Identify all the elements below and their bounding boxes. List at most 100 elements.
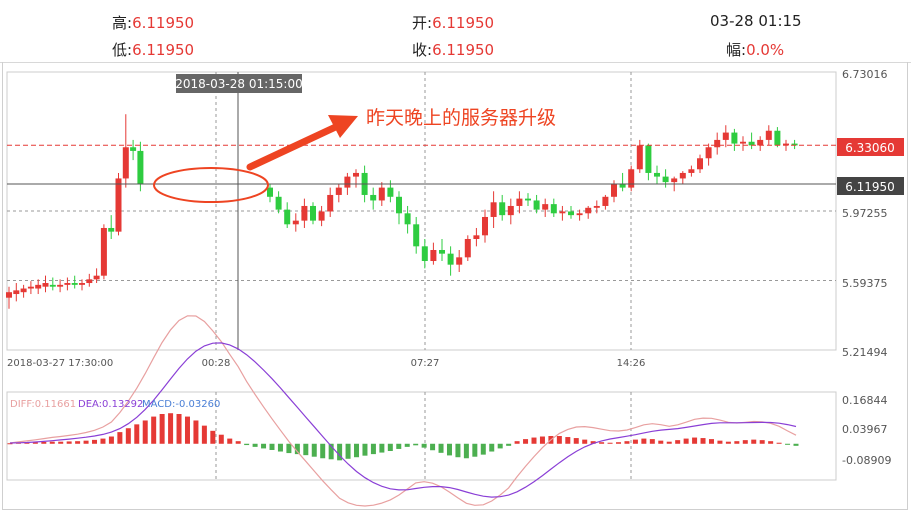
macd-bar <box>641 438 647 444</box>
macd-diff-label: DIFF:0.11661 <box>10 399 76 410</box>
candle-body <box>100 227 107 276</box>
macd-bar <box>269 443 275 450</box>
low-price: 低:6.11950 <box>112 41 195 59</box>
macd-bar <box>83 440 89 444</box>
macd-bar <box>514 441 520 444</box>
candle-body <box>137 150 144 184</box>
candle-body <box>542 204 549 210</box>
macd-bar <box>480 443 486 455</box>
macd-bar <box>666 441 672 444</box>
candle-body <box>327 194 334 212</box>
macd-bar <box>142 420 148 444</box>
macd-bar <box>649 439 655 444</box>
macd-bar <box>624 441 630 444</box>
macd-bar <box>455 443 461 458</box>
macd-bar <box>742 440 748 444</box>
candle-body <box>335 187 342 195</box>
candle-body <box>115 178 122 232</box>
macd-value-label: MACD:-0.03260 <box>142 399 220 410</box>
macd-bar <box>328 443 334 460</box>
candle-body <box>353 172 359 177</box>
candle-body <box>473 235 480 239</box>
candle-body <box>516 198 523 206</box>
candle-body <box>267 187 273 197</box>
candle-body <box>378 187 385 201</box>
macd-bar <box>776 442 782 444</box>
candle-body <box>550 204 557 214</box>
macd-bar <box>717 440 723 444</box>
candle-body <box>344 176 351 188</box>
macd-bar <box>793 443 799 446</box>
candle-body <box>464 238 471 258</box>
candle-body <box>791 143 798 146</box>
candle-body <box>6 292 12 298</box>
candle-body <box>748 141 755 146</box>
macd-bar <box>362 443 368 456</box>
macd-bar <box>700 438 706 444</box>
macd-bar <box>49 441 55 444</box>
x-tick-label: 2018-03-27 17:30:00 <box>7 358 113 369</box>
macd-bar <box>134 424 140 444</box>
candle-body <box>671 178 678 183</box>
macd-bar <box>768 441 774 444</box>
macd-bar <box>41 441 47 444</box>
candle-body <box>284 209 291 225</box>
macd-bar <box>294 443 300 455</box>
macd-bar <box>303 443 309 456</box>
macd-bar <box>599 442 605 444</box>
macd-bar <box>675 440 681 444</box>
candle-body <box>57 284 64 287</box>
price-tag-red-text: 6.33060 <box>845 141 895 155</box>
macd-bar <box>201 425 207 444</box>
candle-body <box>662 176 669 183</box>
macd-bar <box>117 432 123 444</box>
macd-y-tick: -0.08909 <box>842 454 891 467</box>
macd-bar <box>32 442 38 444</box>
candle-body <box>619 183 626 188</box>
candle-body <box>499 202 506 216</box>
macd-bar <box>235 441 241 444</box>
candle-body <box>27 286 34 289</box>
macd-bar <box>472 443 478 457</box>
macd-bar <box>734 441 740 444</box>
x-tick-label: 00:28 <box>202 358 231 369</box>
macd-bar <box>370 443 376 455</box>
change-percent: 幅:0.0% <box>726 41 785 59</box>
y-tick-label: 5.21494 <box>842 346 888 359</box>
candle-body <box>318 211 325 221</box>
macd-histogram <box>7 413 799 461</box>
macd-bar <box>683 438 689 444</box>
macd-bar <box>632 439 638 444</box>
candle-body <box>697 158 703 170</box>
macd-bar <box>218 434 224 444</box>
candle-body <box>93 275 100 280</box>
candle-body <box>413 224 420 247</box>
macd-bar <box>573 438 579 444</box>
candle-body <box>507 205 514 216</box>
macd-bar <box>751 439 757 444</box>
macd-bar <box>590 441 596 444</box>
candle-body <box>387 187 394 197</box>
y-tick-label: 5.59375 <box>842 277 888 290</box>
macd-bar <box>404 443 410 447</box>
macd-bar <box>539 436 545 444</box>
candle-body <box>757 139 764 146</box>
candle-body <box>490 202 497 217</box>
candle-body <box>310 205 316 221</box>
candle-body <box>576 213 583 216</box>
candle-body <box>593 205 600 208</box>
quote-header: 高:6.11950 开:6.11950 03-28 01:15 低:6.1195… <box>0 0 911 63</box>
y-tick-label: 6.73016 <box>842 68 888 81</box>
macd-bar <box>523 439 529 444</box>
annotation-text: 昨天晚上的服务器升级 <box>366 107 556 129</box>
macd-bar <box>446 443 452 456</box>
macd-bar <box>379 443 385 453</box>
candle-body <box>585 207 592 214</box>
x-tick-label: 14:26 <box>617 358 646 369</box>
macd-bar <box>261 443 267 449</box>
macd-bar <box>387 443 393 452</box>
candle-body <box>722 132 729 140</box>
candle-body <box>275 196 282 210</box>
crosshair-time-box <box>176 74 302 93</box>
